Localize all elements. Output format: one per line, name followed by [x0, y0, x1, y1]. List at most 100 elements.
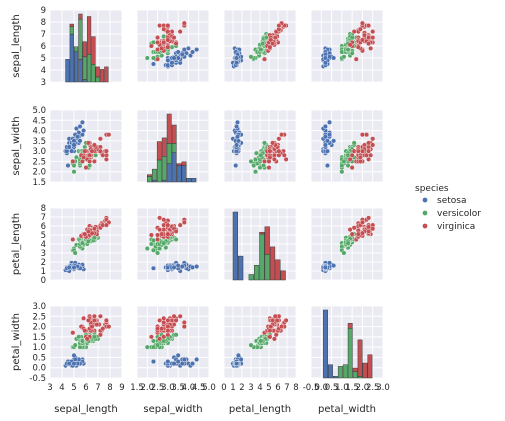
point-setosa [194, 264, 200, 270]
point-setosa [234, 148, 240, 154]
y-tick-label: -0.5 [29, 374, 46, 384]
point-virginica [366, 148, 372, 154]
y-tick-label: 2 [41, 258, 46, 268]
point-setosa [179, 361, 185, 367]
point-setosa [175, 55, 181, 61]
point-virginica [91, 142, 97, 148]
point-virginica [276, 152, 282, 158]
hist-bar-setosa [323, 309, 328, 379]
hist-bar-versicolor [151, 168, 157, 181]
y-tick-label: 0 [41, 276, 46, 286]
point-virginica [84, 336, 90, 342]
point-setosa [77, 123, 83, 129]
x-tick-label: 6 [275, 383, 280, 393]
point-versicolor [93, 152, 99, 158]
hist-bar-setosa [69, 33, 74, 83]
point-virginica [70, 158, 76, 164]
y-tick-label: 3 [41, 78, 46, 88]
point-versicolor [262, 140, 268, 146]
hist-bar-versicolor [73, 46, 79, 53]
point-setosa [331, 55, 337, 61]
point-setosa [324, 138, 330, 144]
hist-bar-versicolor [259, 233, 265, 281]
point-setosa [322, 142, 328, 148]
y-tick-label: 0.0 [32, 364, 46, 374]
y-tick-label: 4 [41, 240, 46, 250]
point-virginica [159, 45, 165, 51]
y-tick-label: 1.0 [32, 343, 46, 353]
point-virginica [366, 23, 372, 29]
y-tick-label: 3.0 [32, 302, 46, 312]
point-virginica [165, 328, 171, 334]
point-setosa [175, 263, 181, 269]
point-virginica [353, 56, 359, 62]
point-virginica [94, 322, 100, 328]
point-virginica [366, 215, 372, 221]
point-setosa [194, 47, 200, 53]
legend-title: species [415, 184, 449, 194]
y-tick-label: 5.0 [32, 106, 46, 116]
point-virginica [85, 228, 91, 234]
point-virginica [106, 132, 112, 138]
point-virginica [148, 232, 154, 238]
point-virginica [273, 332, 279, 338]
x-tick-label: 1.5 [130, 383, 144, 393]
point-setosa [234, 60, 240, 66]
point-virginica [266, 165, 272, 171]
point-setosa [234, 119, 240, 125]
point-virginica [82, 231, 88, 237]
point-virginica [268, 324, 274, 330]
point-setosa [150, 61, 156, 67]
point-virginica [359, 230, 365, 236]
y-tick-label: 7 [41, 30, 46, 40]
point-virginica [173, 317, 179, 323]
point-virginica [155, 35, 161, 41]
point-virginica [100, 326, 106, 332]
point-virginica [276, 23, 282, 29]
point-virginica [370, 226, 376, 232]
hist-bar-versicolor [82, 56, 87, 80]
x-tick-label: 4.0 [182, 383, 196, 393]
hist-bar-virginica [171, 124, 177, 144]
point-virginica [368, 45, 374, 51]
x-tick-label: 4 [257, 383, 262, 393]
point-setosa [234, 142, 240, 148]
y-axis-label-petal_width: petal_width [11, 313, 22, 371]
point-virginica [177, 222, 183, 228]
point-setosa [181, 47, 187, 53]
point-setosa [327, 132, 333, 138]
point-virginica [181, 319, 187, 325]
hist-bar-versicolor [342, 364, 348, 379]
point-virginica [359, 148, 365, 154]
x-tick-label: 3 [248, 383, 253, 393]
point-versicolor [144, 55, 150, 61]
hist-bar-virginica [99, 69, 105, 83]
point-virginica [81, 315, 87, 321]
point-virginica [366, 35, 372, 41]
x-tick-label: 8 [107, 383, 112, 393]
point-versicolor [79, 338, 85, 344]
hist-bar-setosa [332, 376, 338, 379]
hist-bar-virginica [181, 161, 187, 166]
y-tick-label: 3.5 [32, 137, 46, 147]
point-setosa [331, 138, 337, 144]
point-virginica [155, 232, 161, 238]
x-tick-label: 4 [59, 383, 64, 393]
y-tick-label: 1 [41, 267, 46, 277]
point-versicolor [341, 158, 347, 164]
point-virginica [276, 148, 282, 154]
hist-bar-versicolor [161, 156, 167, 181]
point-setosa [71, 352, 77, 358]
point-versicolor [251, 163, 257, 169]
legend-marker-virginica [422, 223, 428, 229]
point-versicolor [339, 169, 345, 175]
point-setosa [79, 132, 85, 138]
point-versicolor [345, 163, 351, 169]
y-tick-label: 1.5 [32, 333, 46, 343]
point-virginica [272, 313, 278, 319]
point-virginica [159, 231, 165, 237]
legend-marker-versicolor [422, 210, 428, 216]
hist-bar-virginica [69, 23, 74, 27]
point-virginica [171, 322, 177, 328]
point-virginica [267, 154, 273, 160]
